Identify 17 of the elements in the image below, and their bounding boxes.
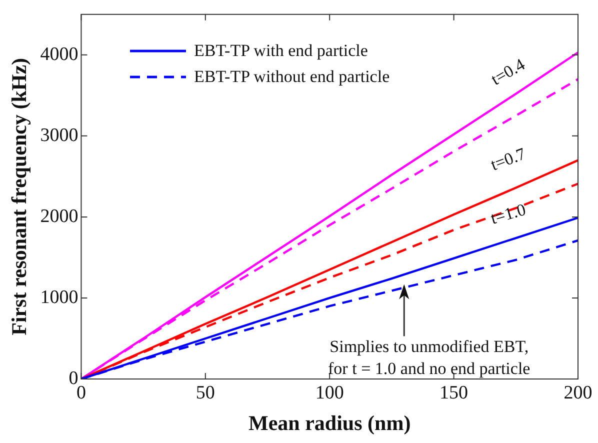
annotation: t=1.0 <box>488 200 528 228</box>
x-tick-label: 50 <box>196 382 215 404</box>
x-tick-label: 200 <box>564 382 592 404</box>
annotation: Simplies to unmodified EBT, for t = 1.0 and no end particle <box>328 337 530 378</box>
y-tick-label: 4000 <box>40 44 78 65</box>
y-tick-label: 0 <box>68 368 78 389</box>
annotation: t=0.7 <box>488 144 529 174</box>
x-tick-label: 100 <box>315 382 344 404</box>
annotation: t=0.4 <box>488 54 529 89</box>
y-axis-title: First resonant frequency (kHz) <box>7 58 32 336</box>
y-tick-label: 1000 <box>40 286 78 308</box>
y-tick-label: 3000 <box>40 124 78 146</box>
y-tick-label: 2000 <box>40 206 78 227</box>
x-tick-label: 150 <box>440 382 468 404</box>
x-axis-title: Mean radius (nm) <box>248 410 411 435</box>
legend-label: EBT-TP with end particle <box>194 40 368 62</box>
legend-label: EBT-TP without end particle <box>194 66 390 88</box>
